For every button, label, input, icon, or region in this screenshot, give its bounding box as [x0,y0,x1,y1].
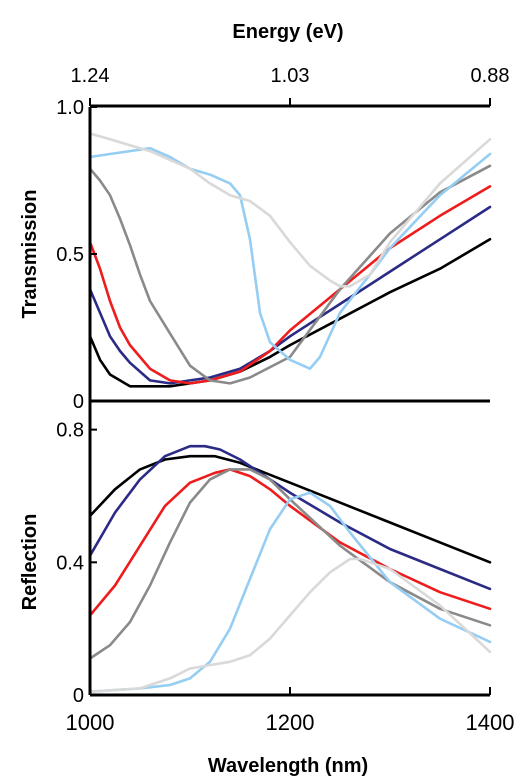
wavelength-tick-label: 1200 [266,710,315,735]
energy-tick-label: 1.03 [271,65,310,87]
transmission-series-group [88,132,492,388]
series-line-transmission-2 [88,185,492,385]
reflection-panel: Reflection 0 0.4 0.8 [19,420,492,707]
y-tick-label: 0 [73,685,84,707]
series-line-reflection-4 [88,491,492,693]
wavelength-axis-title: Wavelength (nm) [208,755,368,777]
series-line-transmission-3 [88,164,492,385]
transmission-panel: Transmission 0 0.5 1.0 [19,97,492,413]
y-tick-label: 0 [73,391,84,413]
series-line-transmission-4 [88,146,492,370]
series-line-reflection-2 [88,468,492,617]
series-line-reflection-0 [88,454,492,564]
wavelength-tick-labels: 1000 1200 1400 [66,687,515,735]
series-line-transmission-0 [88,238,492,388]
y-tick-label: 0.8 [56,420,84,442]
reflection-y-ticks: 0 0.4 0.8 [56,420,97,707]
wavelength-tick-label: 1000 [66,710,115,735]
y-tick-label: 0.5 [56,244,84,266]
y-tick-label: 1.0 [56,97,84,119]
series-line-reflection-3 [88,468,492,660]
axes-frame [88,104,490,697]
series-line-reflection-5 [88,557,492,693]
energy-axis-title: Energy (eV) [232,21,343,43]
energy-tick-label: 0.88 [471,65,510,87]
wavelength-tick-label: 1400 [466,710,515,735]
series-line-reflection-1 [88,444,492,591]
series-line-transmission-5 [88,132,492,288]
energy-tick-label: 1.24 [71,65,110,87]
reflection-series-group [88,444,492,693]
energy-tick-labels: 1.24 1.03 0.88 [71,65,510,106]
series-line-transmission-1 [88,205,492,385]
reflection-axis-title: Reflection [19,514,41,611]
y-tick-label: 0.4 [56,552,84,574]
transmission-axis-title: Transmission [19,190,41,319]
